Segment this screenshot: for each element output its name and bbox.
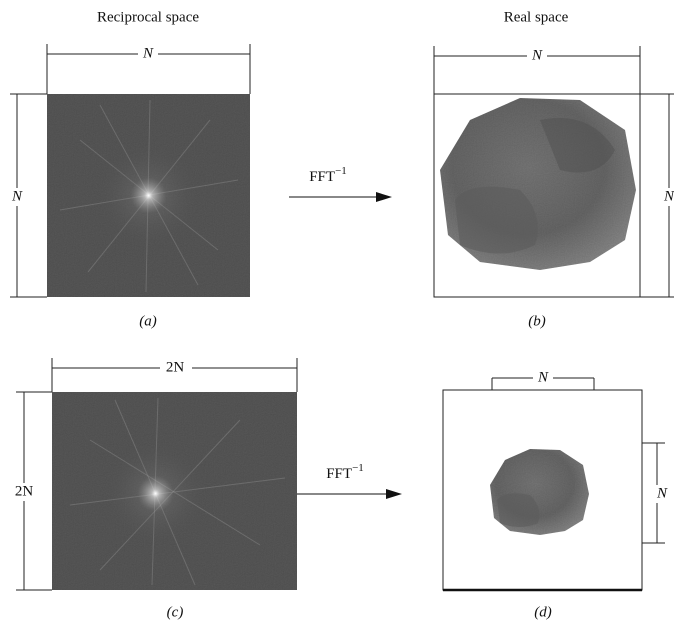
dimension-label: N	[656, 485, 668, 501]
arrow-label: FFT−1	[326, 462, 364, 483]
panel-c: 2N 2N (c)	[8, 358, 297, 620]
panel-label: (b)	[528, 313, 546, 329]
panel-label: (a)	[139, 313, 157, 329]
arrow: FFT−1	[297, 462, 402, 499]
dimension-label: 2N	[15, 483, 34, 499]
figure: Reciprocal space Real space N N (a) FFT−…	[0, 0, 674, 626]
arrow: FFT−1	[289, 165, 392, 202]
dimension-label: N	[663, 188, 674, 204]
dimension-label: 2N	[166, 359, 185, 375]
header: Real space	[504, 9, 569, 25]
panel-a: N N (a)	[8, 44, 250, 329]
header: Reciprocal space	[97, 9, 199, 25]
fft-center	[97, 144, 200, 247]
dimension-label: N	[531, 47, 543, 63]
fft-center	[104, 442, 207, 545]
panel-d: N N (d)	[443, 369, 668, 620]
arrow-label: FFT−1	[309, 165, 347, 186]
panel-b: N N (b)	[434, 46, 674, 329]
dimension-label: N	[142, 45, 154, 61]
panel-label: (c)	[167, 604, 184, 620]
panel-label: (d)	[534, 604, 552, 620]
dimension-label: N	[11, 188, 23, 204]
dimension-label: N	[537, 369, 549, 385]
